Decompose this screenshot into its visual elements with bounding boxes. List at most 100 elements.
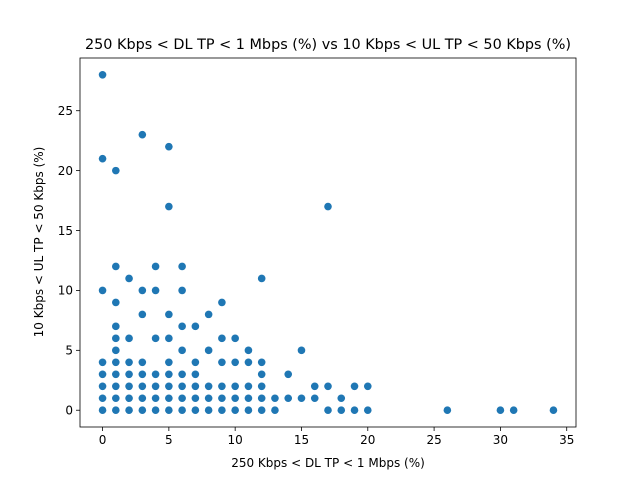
y-tick-label: 0 <box>65 404 73 418</box>
data-point <box>99 155 107 163</box>
data-point <box>165 143 173 151</box>
data-point <box>231 394 239 402</box>
x-tick-label: 20 <box>360 433 375 447</box>
data-point <box>112 263 120 271</box>
data-point <box>192 370 200 378</box>
data-point <box>112 335 120 343</box>
data-point <box>165 335 173 343</box>
data-point <box>178 323 186 331</box>
y-tick-label: 15 <box>58 224 73 238</box>
data-point <box>178 382 186 390</box>
data-point <box>112 167 120 175</box>
data-point <box>550 406 558 414</box>
chart-title: 250 Kbps < DL TP < 1 Mbps (%) vs 10 Kbps… <box>85 37 571 53</box>
data-point <box>192 323 200 331</box>
data-point <box>139 359 147 367</box>
data-point <box>271 394 279 402</box>
y-tick-label: 20 <box>58 164 73 178</box>
data-point <box>351 382 359 390</box>
data-point <box>99 287 107 295</box>
data-point <box>125 382 133 390</box>
data-point <box>152 263 160 271</box>
x-tick-label: 30 <box>493 433 508 447</box>
data-point <box>152 370 160 378</box>
data-point <box>139 394 147 402</box>
data-point <box>112 394 120 402</box>
data-point <box>99 382 107 390</box>
data-point <box>324 203 332 211</box>
data-point <box>125 370 133 378</box>
data-point <box>205 406 213 414</box>
data-point <box>125 275 133 283</box>
data-point <box>245 382 253 390</box>
data-point <box>99 394 107 402</box>
data-point <box>112 406 120 414</box>
data-point <box>112 370 120 378</box>
x-tick-label: 0 <box>99 433 107 447</box>
data-point <box>218 394 226 402</box>
data-point <box>245 359 253 367</box>
data-point <box>510 406 518 414</box>
data-point <box>245 347 253 355</box>
data-point <box>218 299 226 307</box>
data-point <box>165 311 173 319</box>
data-point <box>152 406 160 414</box>
data-point <box>178 347 186 355</box>
data-point <box>139 382 147 390</box>
x-tick-label: 15 <box>294 433 309 447</box>
data-point <box>152 394 160 402</box>
data-point <box>112 347 120 355</box>
data-point <box>218 406 226 414</box>
data-point <box>364 406 372 414</box>
data-point <box>165 359 173 367</box>
data-point <box>218 335 226 343</box>
data-point <box>245 394 253 402</box>
data-point <box>271 406 279 414</box>
data-point <box>324 382 332 390</box>
data-point <box>112 323 120 331</box>
data-point <box>497 406 505 414</box>
data-point <box>99 370 107 378</box>
data-point <box>152 382 160 390</box>
data-point <box>99 406 107 414</box>
data-point <box>178 394 186 402</box>
data-point <box>258 359 266 367</box>
data-point <box>125 406 133 414</box>
data-point <box>205 311 213 319</box>
data-point <box>112 382 120 390</box>
x-axis-label: 250 Kbps < DL TP < 1 Mbps (%) <box>231 456 425 470</box>
data-point <box>218 382 226 390</box>
data-point <box>165 406 173 414</box>
data-point <box>337 394 345 402</box>
data-point <box>152 335 160 343</box>
data-point <box>125 359 133 367</box>
data-point <box>205 382 213 390</box>
y-tick-label: 10 <box>58 284 73 298</box>
data-point <box>99 71 107 79</box>
data-point <box>178 263 186 271</box>
data-point <box>139 406 147 414</box>
data-point <box>351 406 359 414</box>
data-point <box>192 394 200 402</box>
data-point <box>311 382 319 390</box>
data-point <box>178 406 186 414</box>
data-point <box>165 370 173 378</box>
data-point <box>139 131 147 139</box>
y-tick-label: 25 <box>58 104 73 118</box>
data-point <box>139 311 147 319</box>
data-point <box>125 335 133 343</box>
data-point <box>231 335 239 343</box>
data-point <box>165 203 173 211</box>
data-point <box>298 347 306 355</box>
data-point <box>192 382 200 390</box>
data-point <box>284 394 292 402</box>
data-point <box>258 394 266 402</box>
data-point <box>165 382 173 390</box>
data-point <box>231 406 239 414</box>
data-point <box>205 347 213 355</box>
data-point <box>324 406 332 414</box>
data-point <box>298 394 306 402</box>
